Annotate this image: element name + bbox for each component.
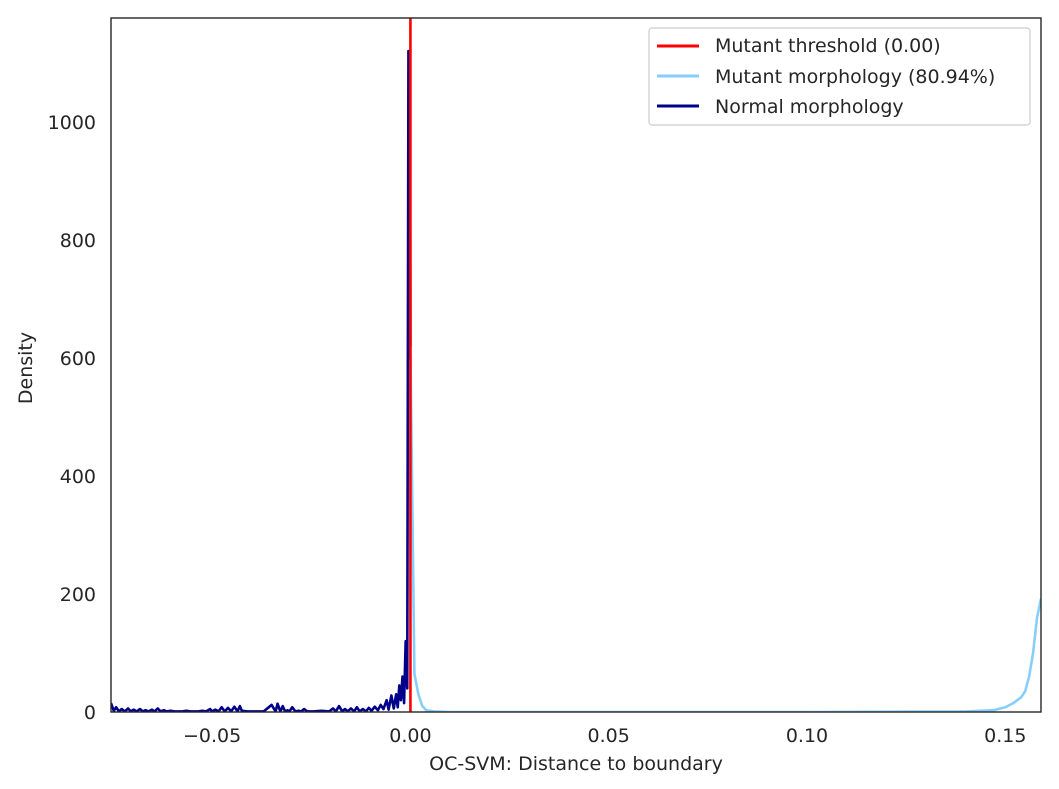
legend-label-normal: Normal morphology bbox=[715, 96, 904, 118]
legend-box bbox=[648, 27, 1031, 126]
x-axis: −0.05 0.00 0.05 0.10 0.15 bbox=[183, 725, 1026, 747]
x-tick-label: 0.00 bbox=[389, 725, 431, 747]
legend-label-threshold: Mutant threshold (0.00) bbox=[715, 35, 941, 57]
y-axis: 0 200 400 600 800 1000 bbox=[48, 112, 96, 724]
x-tick-label: 0.10 bbox=[786, 725, 828, 747]
y-tick-label: 800 bbox=[60, 230, 96, 252]
x-axis-label: OC-SVM: Distance to boundary bbox=[429, 753, 723, 775]
plot-background bbox=[111, 18, 1041, 712]
y-tick-label: 600 bbox=[60, 348, 96, 370]
plot-frame bbox=[110, 17, 1042, 713]
x-tick-label: 0.05 bbox=[588, 725, 630, 747]
x-tick-label: −0.05 bbox=[183, 725, 241, 747]
y-tick-label: 200 bbox=[60, 584, 96, 606]
x-tick-label: 0.15 bbox=[984, 725, 1026, 747]
series-line-normal-morphology bbox=[111, 49, 412, 712]
legend-label-mutant: Mutant morphology (80.94%) bbox=[715, 66, 995, 88]
y-axis-label: Density bbox=[15, 332, 37, 404]
y-tick-label: 400 bbox=[60, 466, 96, 488]
y-tick-label: 0 bbox=[84, 702, 96, 724]
legend: Mutant threshold (0.00) Mutant morpholog… bbox=[648, 27, 1031, 126]
y-tick-label: 1000 bbox=[48, 112, 96, 134]
